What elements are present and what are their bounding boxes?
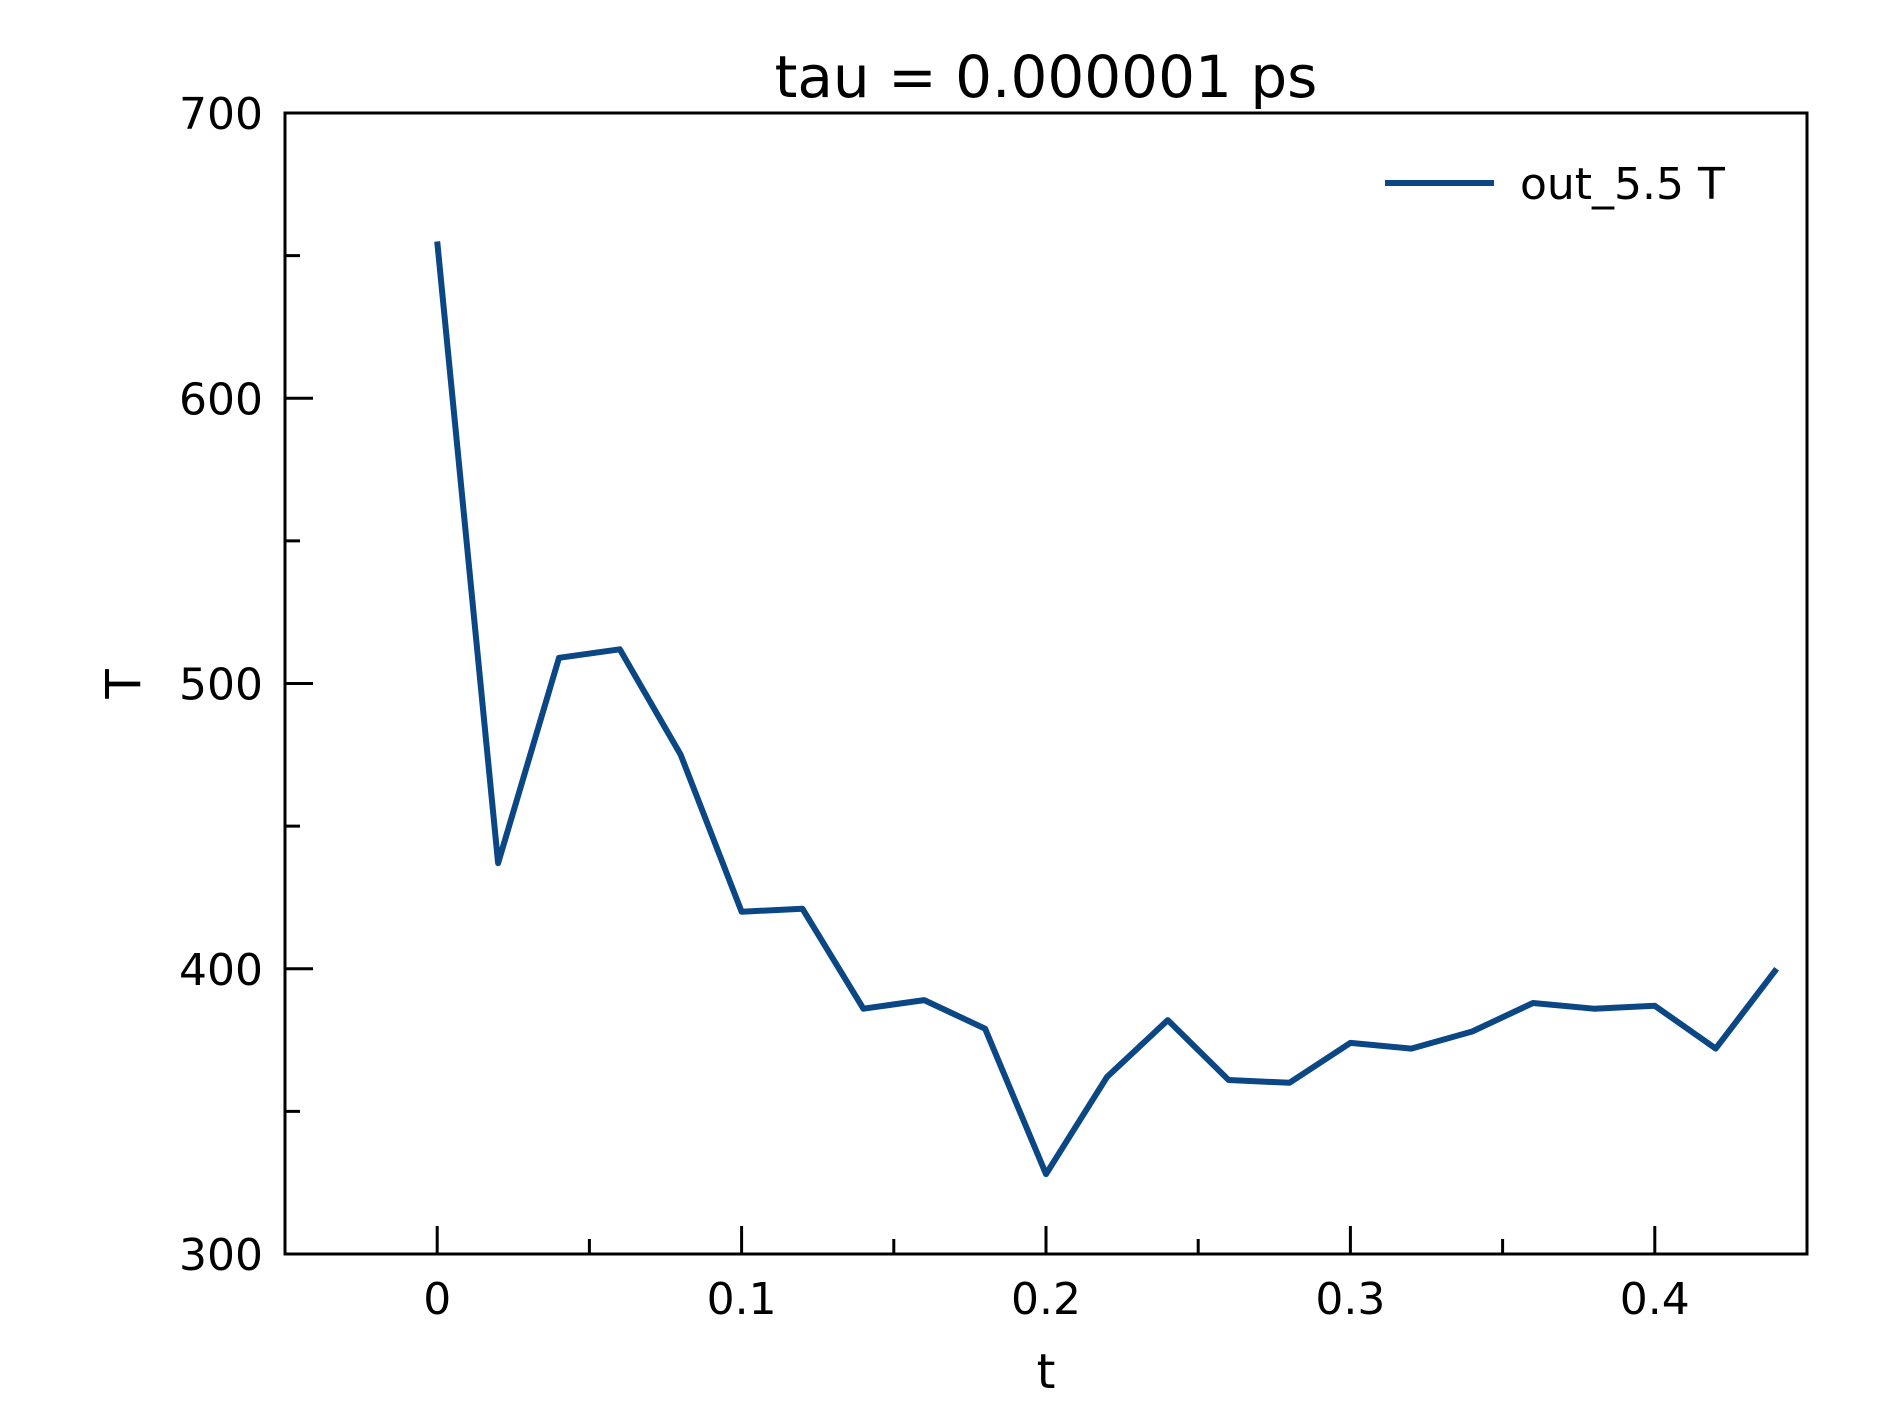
y-tick-label: 300 — [179, 1230, 263, 1281]
x-tick-label: 0.3 — [1315, 1274, 1385, 1325]
y-tick-label: 700 — [179, 89, 263, 140]
series-line — [434, 241, 1779, 1178]
x-tick-label: 0 — [423, 1274, 451, 1325]
y-axis-label: T — [96, 669, 152, 700]
x-tick-label: 0.1 — [707, 1274, 777, 1325]
legend: out_5.5 T — [1385, 159, 1725, 210]
x-axis-label: t — [1037, 1344, 1056, 1400]
y-ticks: 300 400 500 600 700 — [179, 89, 313, 1281]
y-tick-label: 500 — [179, 660, 263, 711]
x-tick-label: 0.4 — [1620, 1274, 1690, 1325]
y-tick-label: 400 — [179, 945, 263, 996]
legend-label: out_5.5 T — [1520, 159, 1725, 210]
plot-frame — [283, 111, 1809, 1256]
x-ticks: 0 0.1 0.2 0.3 0.4 — [423, 1226, 1690, 1325]
x-tick-label: 0.2 — [1011, 1274, 1081, 1325]
series-lines — [434, 241, 1779, 1178]
plot-area: 0 0.1 0.2 0.3 0.4 300 400 500 600 700 — [179, 89, 1809, 1325]
chart-title: tau = 0.000001 ps — [775, 43, 1318, 111]
y-tick-label: 600 — [179, 374, 263, 425]
